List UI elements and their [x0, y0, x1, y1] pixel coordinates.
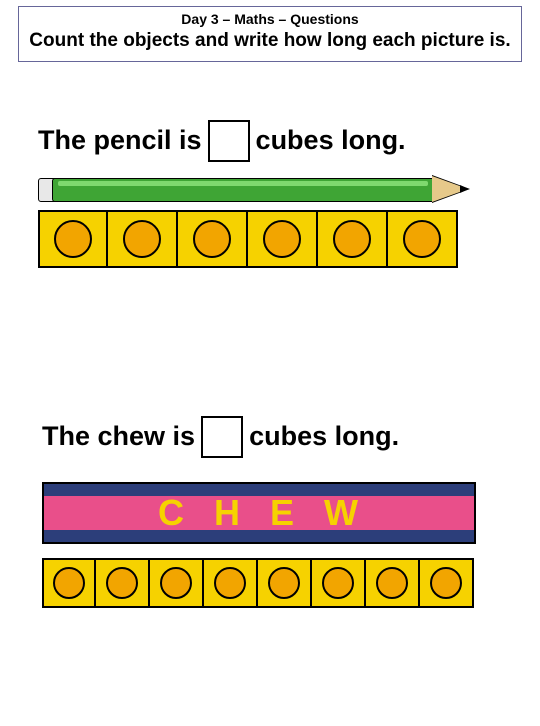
q2-sentence: The chew is cubes long. [42, 416, 540, 458]
chew-bar-illustration: CHEW [42, 482, 476, 544]
cube [204, 558, 258, 608]
cube-circle [106, 567, 138, 599]
cube [420, 558, 474, 608]
cube-circle [193, 220, 231, 258]
cube [178, 210, 248, 268]
cube [366, 558, 420, 608]
cube-circle [214, 567, 246, 599]
cube [42, 558, 96, 608]
cube [318, 210, 388, 268]
q1-pre-text: The pencil is [38, 125, 202, 156]
cube-circle [333, 220, 371, 258]
cube-circle [376, 567, 408, 599]
cube-circle [268, 567, 300, 599]
cube [388, 210, 458, 268]
worksheet-title: Day 3 – Maths – Questions [27, 11, 513, 27]
chew-letter: W [324, 492, 360, 534]
q1-sentence: The pencil is cubes long. [38, 120, 540, 162]
q2-answer-box[interactable] [201, 416, 243, 458]
cube-circle [322, 567, 354, 599]
cube [248, 210, 318, 268]
worksheet-instruction: Count the objects and write how long eac… [27, 29, 513, 53]
chew-letter: E [270, 492, 296, 534]
cube [150, 558, 204, 608]
cube-circle [53, 567, 85, 599]
q1-answer-box[interactable] [208, 120, 250, 162]
q1-post-text: cubes long. [256, 125, 406, 156]
cube [312, 558, 366, 608]
header-box: Day 3 – Maths – Questions Count the obje… [18, 6, 522, 62]
cube-circle [160, 567, 192, 599]
cube [96, 558, 150, 608]
cube-circle [54, 220, 92, 258]
question-1: The pencil is cubes long. [0, 120, 540, 268]
q1-cubes-row [38, 210, 540, 268]
pencil-illustration [38, 168, 540, 206]
question-2: The chew is cubes long. CHEW [0, 416, 540, 608]
chew-letters: CHEW [44, 484, 474, 542]
cube-circle [403, 220, 441, 258]
cube-circle [123, 220, 161, 258]
chew-letter: C [158, 492, 186, 534]
chew-letter: H [214, 492, 242, 534]
cube [258, 558, 312, 608]
cube [38, 210, 108, 268]
cube-circle [263, 220, 301, 258]
q2-post-text: cubes long. [249, 421, 399, 452]
cube [108, 210, 178, 268]
cube-circle [430, 567, 462, 599]
q2-pre-text: The chew is [42, 421, 195, 452]
q2-cubes-row [42, 558, 540, 608]
